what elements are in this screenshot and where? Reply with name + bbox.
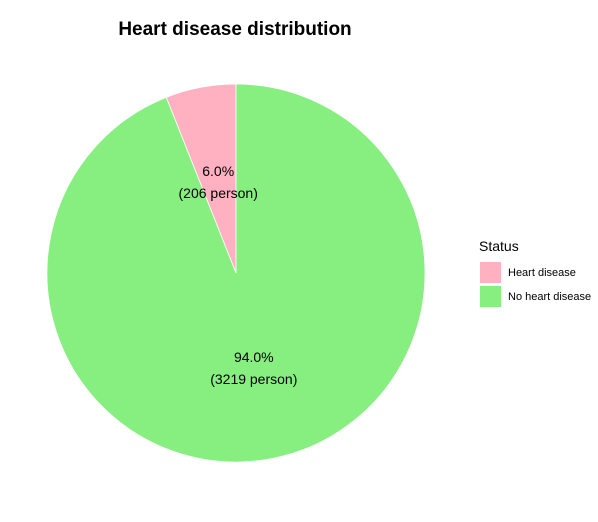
- slice-percent-label: 94.0%: [234, 349, 274, 365]
- legend-swatch-no-heart-disease: [480, 286, 501, 307]
- pie-slice-no-heart-disease: [46, 83, 426, 463]
- slice-count-label: (206 person): [179, 185, 258, 201]
- slice-labels: 6.0% (206 person) 94.0% (3219 person): [179, 163, 298, 387]
- legend-label: No heart disease: [508, 291, 591, 303]
- slice-percent-label: 6.0%: [202, 163, 234, 179]
- slice-count-label: (3219 person): [210, 371, 297, 387]
- legend-title: Status: [479, 238, 519, 254]
- pie-slices: [46, 83, 426, 463]
- legend-swatch-heart-disease: [480, 262, 501, 283]
- chart-title: Heart disease distribution: [118, 19, 351, 40]
- legend-items: Heart disease No heart disease: [480, 262, 591, 307]
- legend: Status Heart disease No heart disease: [479, 238, 591, 307]
- legend-label: Heart disease: [508, 267, 576, 279]
